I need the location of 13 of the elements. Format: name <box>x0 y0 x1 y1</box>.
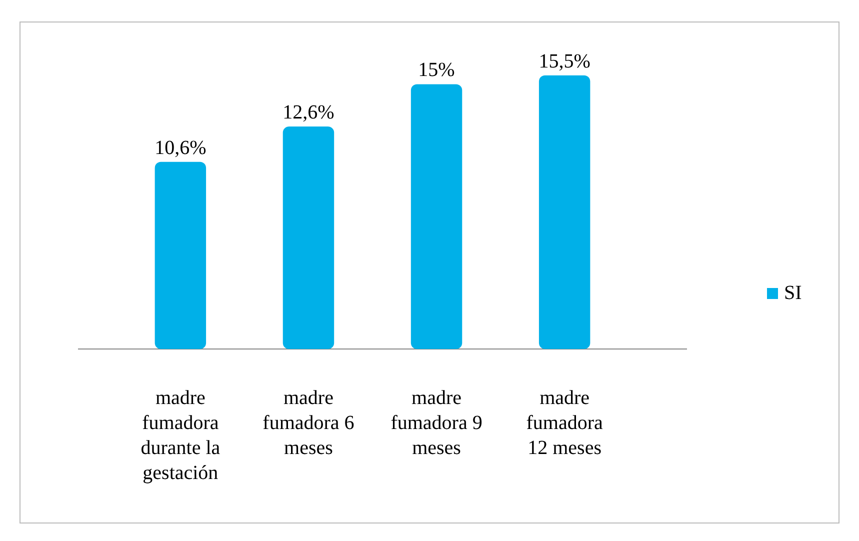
x-tick-label: madre fumadora 6 meses <box>262 387 354 459</box>
data-label: 10,6% <box>154 136 206 159</box>
bar <box>282 126 334 349</box>
x-tick-label: madre fumadora 9 meses <box>390 387 482 459</box>
x-tick-label: madre fumadora 12 meses <box>526 387 603 459</box>
data-label: 15% <box>418 59 455 82</box>
legend-label: SI <box>784 282 802 304</box>
x-tick-label: madre fumadora durante la gestación <box>140 387 220 484</box>
bar <box>410 84 462 349</box>
bar <box>154 162 206 349</box>
data-label: 15,5% <box>538 50 590 72</box>
data-label: 12,6% <box>282 102 334 124</box>
bar <box>538 75 590 349</box>
